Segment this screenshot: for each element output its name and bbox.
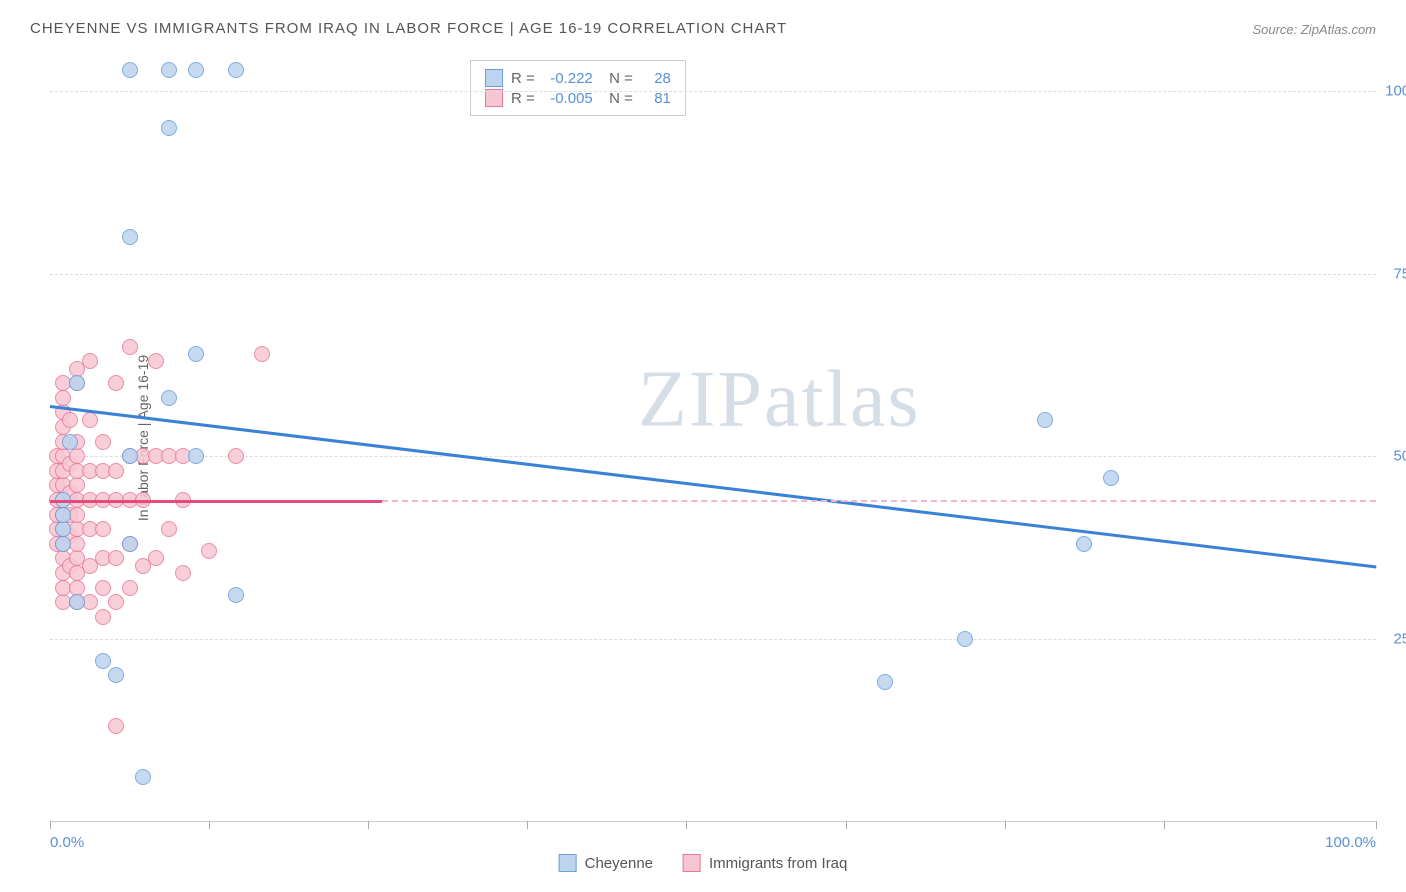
bottom-legend: Cheyenne Immigrants from Iraq [559,854,848,872]
scatter-point [254,346,270,362]
scatter-point [69,594,85,610]
scatter-point [82,353,98,369]
trend-line [50,405,1376,568]
legend-swatch [559,854,577,872]
scatter-point [122,580,138,596]
scatter-point [95,580,111,596]
ytick-label: 75.0% [1393,265,1406,282]
xtick-label: 100.0% [1325,834,1376,851]
xtick [1005,821,1006,829]
stats-legend: R = -0.222 N = 28R = -0.005 N = 81 [470,60,686,116]
xtick-label: 0.0% [50,834,84,851]
xtick [1164,821,1165,829]
watermark: ZIPatlas [638,354,921,445]
scatter-point [175,565,191,581]
scatter-point [877,674,893,690]
legend-row: R = -0.222 N = 28 [485,69,671,87]
scatter-point [122,448,138,464]
scatter-point [108,718,124,734]
scatter-point [188,448,204,464]
scatter-point [957,631,973,647]
ytick-label: 50.0% [1393,448,1406,465]
scatter-point [69,580,85,596]
scatter-point [161,521,177,537]
scatter-point [161,120,177,136]
scatter-point [95,434,111,450]
ytick-label: 100.0% [1385,83,1406,100]
xtick [1376,821,1377,829]
scatter-point [122,339,138,355]
scatter-point [108,667,124,683]
scatter-point [95,521,111,537]
xtick [50,821,51,829]
scatter-point [1037,412,1053,428]
trend-line [50,500,382,503]
scatter-point [228,62,244,78]
trend-line-dashed [382,500,1377,502]
scatter-point [1076,536,1092,552]
gridline [50,274,1376,275]
legend-label: Immigrants from Iraq [709,855,847,872]
scatter-point [108,463,124,479]
plot-area: In Labor Force | Age 16-19 ZIPatlas R = … [50,55,1376,822]
xtick [368,821,369,829]
legend-swatch [485,69,503,87]
chart-title: CHEYENNE VS IMMIGRANTS FROM IRAQ IN LABO… [30,20,787,37]
legend-r-value: -0.222 [543,70,593,87]
scatter-point [62,434,78,450]
scatter-point [69,448,85,464]
gridline [50,639,1376,640]
scatter-point [108,550,124,566]
xtick [846,821,847,829]
scatter-point [148,550,164,566]
bottom-legend-item: Cheyenne [559,854,653,872]
gridline [50,91,1376,92]
scatter-point [1103,470,1119,486]
scatter-point [122,536,138,552]
legend-label: Cheyenne [585,855,653,872]
scatter-point [188,346,204,362]
gridline [50,456,1376,457]
scatter-point [69,375,85,391]
xtick [209,821,210,829]
scatter-point [95,653,111,669]
scatter-point [228,587,244,603]
scatter-point [122,229,138,245]
xtick [527,821,528,829]
scatter-point [135,769,151,785]
scatter-point [82,412,98,428]
scatter-point [55,390,71,406]
legend-swatch [683,854,701,872]
xtick [686,821,687,829]
bottom-legend-item: Immigrants from Iraq [683,854,847,872]
scatter-point [188,62,204,78]
scatter-point [122,62,138,78]
scatter-point [55,507,71,523]
scatter-point [95,609,111,625]
scatter-point [69,477,85,493]
scatter-point [55,521,71,537]
scatter-point [161,390,177,406]
source-label: Source: ZipAtlas.com [1252,22,1376,37]
scatter-point [161,62,177,78]
legend-n-value: 28 [641,70,671,87]
scatter-point [55,536,71,552]
scatter-point [201,543,217,559]
ytick-label: 25.0% [1393,630,1406,647]
scatter-point [108,375,124,391]
legend-r-label: R = [511,70,535,87]
scatter-point [148,353,164,369]
scatter-point [62,412,78,428]
scatter-point [228,448,244,464]
legend-n-label: N = [601,70,633,87]
scatter-point [108,594,124,610]
